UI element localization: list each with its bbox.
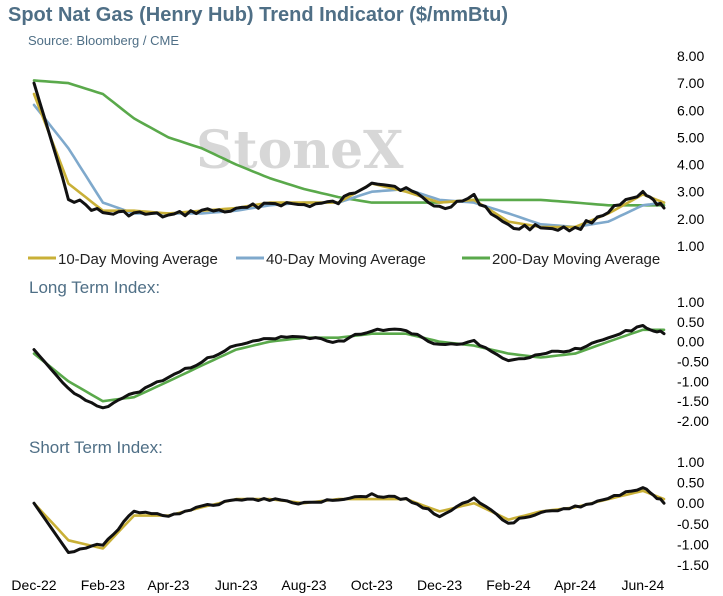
y-tick-label: 1.00	[677, 294, 704, 310]
y-tick-label: -1.50	[677, 393, 709, 409]
y-tick-label: 0.00	[677, 495, 704, 511]
chart-title: Spot Nat Gas (Henry Hub) Trend Indicator…	[8, 4, 509, 26]
x-tick-label: Apr-24	[554, 577, 596, 593]
legend-item: 40-Day Moving Average	[236, 251, 426, 268]
y-tick-label: 2.00	[677, 211, 704, 227]
x-tick-label: Aug-23	[281, 577, 326, 593]
y-tick-label: 0.00	[677, 334, 704, 350]
y-tick-label: 0.50	[677, 475, 704, 491]
series-line-spot	[32, 81, 666, 233]
y-tick-label: 1.00	[677, 238, 704, 254]
y-tick-label: 3.00	[677, 184, 704, 200]
x-tick-label: Dec-22	[11, 577, 56, 593]
legend-item: 200-Day Moving Average	[462, 251, 660, 268]
series-line-long-term-index-average	[32, 328, 666, 403]
y-tick-label: 5.00	[677, 129, 704, 145]
y-tick-label: 7.00	[677, 75, 704, 91]
series-line-200-day-moving-average	[32, 79, 666, 207]
legend-label: 200-Day Moving Average	[492, 251, 660, 268]
y-tick-label: -1.00	[677, 373, 709, 389]
x-tick-label: Feb-23	[81, 577, 126, 593]
legend-label: 40-Day Moving Average	[266, 251, 426, 268]
x-tick-label: Dec-23	[417, 577, 462, 593]
series-line-short-term-index	[32, 486, 666, 554]
y-tick-label: 6.00	[677, 102, 704, 118]
y-tick-label: 8.00	[677, 48, 704, 64]
y-tick-label: 4.00	[677, 157, 704, 173]
x-tick-label: Apr-23	[147, 577, 189, 593]
legend-label: 10-Day Moving Average	[58, 251, 218, 268]
chart-source: Source: Bloomberg / CME	[28, 33, 180, 48]
stonex-watermark: StoneX	[196, 120, 404, 181]
long-term-index-title: Long Term Index:	[29, 278, 161, 297]
x-tick-label: Jun-24	[621, 577, 664, 593]
y-tick-label: -0.50	[677, 516, 709, 532]
y-tick-label: -0.50	[677, 354, 709, 370]
y-tick-label: -1.50	[677, 557, 709, 573]
short-term-index-title: Short Term Index:	[29, 438, 163, 457]
x-tick-label: Jun-23	[215, 577, 258, 593]
y-tick-label: -1.00	[677, 536, 709, 552]
y-tick-label: 1.00	[677, 454, 704, 470]
series-line-long-term-index	[32, 324, 666, 410]
legend-item: 10-Day Moving Average	[28, 251, 218, 268]
y-tick-label: 0.50	[677, 314, 704, 330]
x-tick-label: Feb-24	[486, 577, 531, 593]
x-tick-label: Oct-23	[351, 577, 393, 593]
y-tick-label: -2.00	[677, 413, 709, 429]
